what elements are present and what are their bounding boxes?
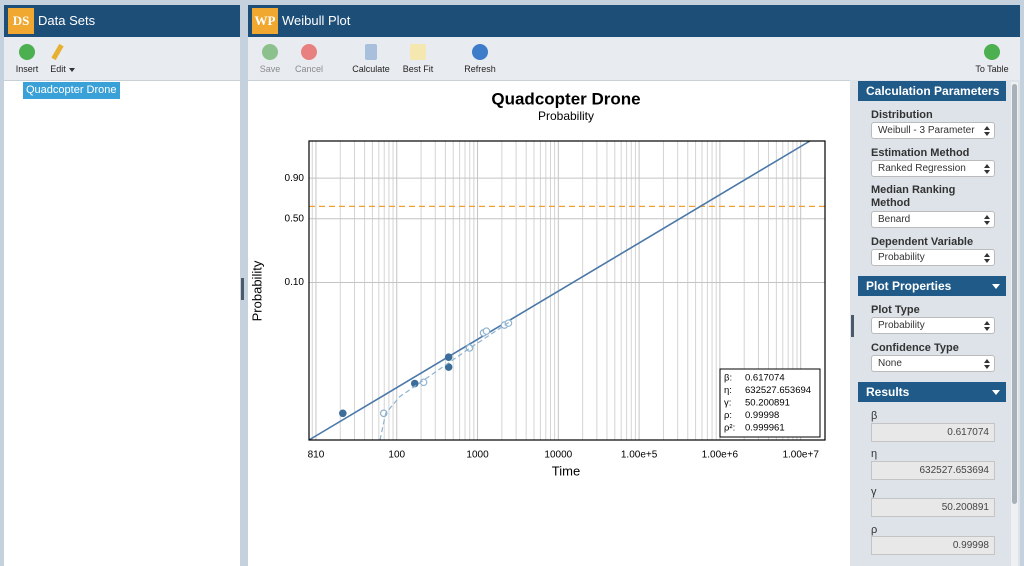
datasets-toolbar [4, 37, 240, 81]
result-label: ρ [871, 524, 878, 536]
x-axis-label: Time [552, 463, 580, 478]
cancel-icon[interactable] [301, 44, 317, 60]
panel-title: Weibull Plot [282, 13, 351, 28]
parameter-label: ρ: [724, 410, 732, 421]
x-tick-label: 10000 [544, 450, 572, 461]
select[interactable]: None [871, 355, 995, 372]
data-point [339, 409, 347, 418]
fit-line [308, 140, 811, 441]
splitter-handle[interactable] [851, 315, 854, 337]
result-value: 0.99998 [871, 536, 995, 555]
parameter-value: 0.99998 [745, 410, 779, 421]
toolbar-label[interactable]: Refresh [464, 64, 496, 74]
data-point [444, 353, 453, 362]
result-value: 50.200891 [871, 498, 995, 517]
toolbar-label[interactable]: Save [259, 64, 281, 74]
result-label: γ [871, 486, 877, 498]
parameter-label: ρ²: [724, 423, 735, 434]
parameter-value: 632527.653694 [745, 385, 811, 396]
select[interactable]: Ranked Regression [871, 160, 995, 177]
field-label: Plot Type [871, 304, 920, 316]
plot-header: WP Weibull Plot [248, 5, 1020, 37]
plot-frame [308, 140, 826, 441]
select[interactable]: Benard [871, 211, 995, 228]
parameter-box [719, 368, 821, 438]
toolbar-label[interactable]: Cancel [294, 64, 324, 74]
y-axis-label: Probability [249, 260, 264, 321]
parameter-label: η: [724, 385, 732, 396]
y-tick-label: 0.10 [285, 277, 305, 288]
x-tick-label: 1.00e+7 [782, 450, 819, 461]
toolbar-label[interactable]: To Table [975, 64, 1009, 74]
parameter-value: 0.617074 [745, 373, 785, 384]
refresh-icon[interactable] [472, 44, 488, 60]
field-label: Median Ranking Method [871, 184, 956, 209]
data-point [444, 363, 453, 371]
x-tick-label: 100 [388, 450, 405, 461]
best-fit-icon[interactable] [410, 44, 426, 60]
y-tick-label: 0.90 [285, 173, 305, 184]
chart: Quadcopter Drone Probability Time Probab… [249, 89, 826, 478]
section-header[interactable]: Plot Properties [858, 276, 1006, 296]
series-line [379, 321, 510, 441]
parameter-value: 50.200891 [745, 398, 790, 409]
x-tick-label: 1000 [466, 450, 489, 461]
toolbar-label[interactable]: Insert [15, 64, 39, 74]
badge: WP [252, 8, 278, 34]
insert-icon[interactable] [19, 44, 35, 60]
select[interactable]: Probability [871, 249, 995, 266]
select[interactable]: Weibull - 3 Parameter [871, 122, 995, 139]
data-point [482, 327, 491, 335]
result-label: β [871, 410, 878, 422]
datasets-header: DS Data Sets [4, 5, 240, 37]
parameter-value: 0.999961 [745, 423, 785, 434]
section-header[interactable]: Calculation Parameters [858, 81, 1006, 101]
toolbar-label[interactable]: Edit [50, 64, 66, 74]
chart-subtitle: Probability [538, 109, 594, 123]
y-tick-label: 0.50 [285, 213, 305, 224]
parameter-label: β: [724, 373, 732, 384]
toolbar-label[interactable]: Best Fit [402, 64, 434, 74]
dropdown-arrow [69, 68, 75, 72]
x-tick-label: 810 [308, 450, 325, 461]
chart-title: Quadcopter Drone [491, 89, 640, 108]
panel-title: Data Sets [38, 13, 96, 28]
field-label: Dependent Variable [871, 236, 974, 248]
field-label: Confidence Type [871, 342, 959, 354]
calculate-icon[interactable] [365, 44, 377, 60]
x-tick-label: 1.00e+5 [621, 450, 658, 461]
field-label: Distribution [871, 109, 933, 121]
splitter-handle[interactable] [241, 278, 244, 300]
toolbar-label[interactable]: Calculate [352, 64, 390, 74]
dataset-item[interactable]: Quadcopter Drone [23, 82, 120, 99]
badge: DS [8, 8, 34, 34]
save-icon[interactable] [262, 44, 278, 60]
result-value: 0.617074 [871, 423, 995, 442]
scrollbar-thumb[interactable] [1012, 84, 1017, 504]
select[interactable]: Probability [871, 317, 995, 334]
result-label: η [871, 448, 878, 460]
section-header[interactable]: Results [858, 382, 1006, 402]
field-label: Estimation Method [871, 147, 970, 159]
to-table-icon[interactable] [984, 44, 1000, 60]
result-value: 632527.653694 [871, 461, 995, 480]
parameter-label: γ: [724, 398, 731, 409]
plot-toolbar [248, 37, 1020, 81]
x-tick-label: 1.00e+6 [702, 450, 739, 461]
